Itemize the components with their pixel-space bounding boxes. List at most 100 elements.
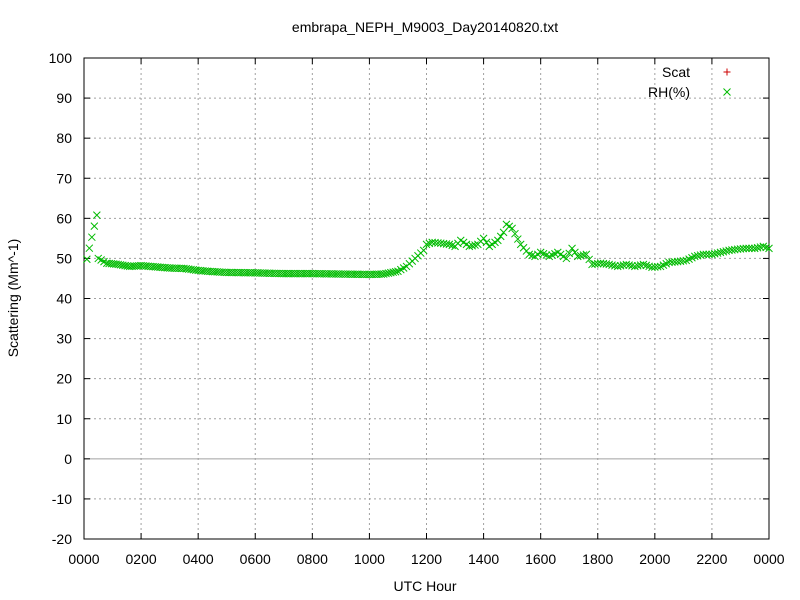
chart-title: embrapa_NEPH_M9003_Day20140820.txt <box>292 19 558 35</box>
data-point <box>559 252 568 261</box>
data-point <box>713 249 722 257</box>
data-point <box>499 228 508 237</box>
data-point <box>591 260 599 268</box>
data-point <box>386 268 395 277</box>
data-point <box>708 250 716 259</box>
data-point <box>513 235 522 243</box>
data-point <box>745 244 753 253</box>
x-tick-label: 2000 <box>639 551 670 567</box>
data-point <box>736 245 745 253</box>
y-tick-label: 50 <box>56 250 72 266</box>
data-point <box>573 252 582 261</box>
data-point <box>83 255 91 264</box>
x-tick-label: 1400 <box>468 551 499 567</box>
data-point <box>625 261 633 269</box>
data-point <box>175 264 183 273</box>
data-point <box>482 238 491 247</box>
data-point <box>633 261 642 270</box>
y-axis-label: Scattering (Mm^-1) <box>5 239 21 358</box>
x-tick-label: 1800 <box>582 551 613 567</box>
data-point <box>442 240 451 248</box>
data-point <box>382 269 390 278</box>
data-point <box>762 243 770 252</box>
data-point <box>511 229 519 238</box>
y-tick-label: -20 <box>52 531 72 547</box>
data-point <box>399 264 408 272</box>
data-point <box>622 260 631 269</box>
data-point <box>146 262 155 271</box>
data-point <box>389 268 398 277</box>
data-point <box>653 262 662 271</box>
data-point <box>121 261 129 270</box>
y-tick-label: 40 <box>56 291 72 307</box>
data-point <box>582 250 591 259</box>
legend-marker-rh-glyph <box>723 88 731 96</box>
data-point <box>599 259 608 268</box>
data-point <box>448 241 457 250</box>
data-point <box>619 261 628 269</box>
data-point <box>611 261 619 270</box>
data-point <box>491 238 499 247</box>
data-point <box>719 247 728 256</box>
data-point <box>585 255 594 264</box>
x-tick-label: 1200 <box>411 551 442 567</box>
data-point <box>639 260 648 269</box>
data-point <box>710 249 719 258</box>
data-point <box>688 253 696 262</box>
y-tick-label: 0 <box>64 451 72 467</box>
data-point <box>100 257 108 266</box>
data-point <box>375 270 383 279</box>
data-point <box>568 244 576 253</box>
legend-marker-scat <box>723 68 731 76</box>
y-tick-label: -10 <box>52 491 72 507</box>
axis-ticks: -20 -10 0 10 20 30 40 50 60 70 80 90 100 0000 0200 0400… <box>49 50 785 567</box>
data-point <box>422 240 431 249</box>
data-point <box>109 260 118 268</box>
data-point <box>360 270 369 279</box>
data-point <box>676 257 685 266</box>
data-point <box>650 263 659 271</box>
data-point <box>693 251 702 260</box>
data-point <box>753 243 762 252</box>
data-point <box>132 262 141 270</box>
x-tick-label: 0200 <box>126 551 157 567</box>
data-point <box>579 251 588 259</box>
y-tick-label: 80 <box>56 130 72 146</box>
data-point <box>87 233 96 242</box>
data-point <box>161 263 169 272</box>
data-point <box>668 258 676 267</box>
data-point <box>699 250 708 259</box>
data-point <box>92 211 101 219</box>
data-point <box>750 244 759 253</box>
legend-label-scat: Scat <box>662 64 690 80</box>
data-point <box>756 243 765 251</box>
legend: Scat RH(%) <box>648 64 731 100</box>
x-tick-label: 1000 <box>354 551 385 567</box>
data-point <box>739 244 748 253</box>
data-point <box>576 251 585 260</box>
y-tick-label: 60 <box>56 210 72 226</box>
data-point <box>505 222 514 231</box>
data-point <box>416 249 425 257</box>
x-tick-label: 1600 <box>525 551 556 567</box>
data-point <box>571 248 579 257</box>
data-point <box>522 247 531 255</box>
y-tick-label: 20 <box>56 371 72 387</box>
y-tick-label: 30 <box>56 331 72 347</box>
data-point <box>608 261 616 269</box>
data-point <box>468 241 477 250</box>
data-point <box>275 269 283 278</box>
data-point <box>303 269 312 278</box>
data-point <box>431 238 439 247</box>
data-point <box>439 239 448 248</box>
data-point <box>189 265 198 274</box>
data-point <box>246 268 255 277</box>
data-point <box>542 251 551 259</box>
x-axis-label: UTC Hour <box>393 578 456 594</box>
data-point <box>636 261 645 269</box>
data-point <box>702 250 711 259</box>
x-tick-label: 0000 <box>68 551 99 567</box>
data-point <box>765 244 773 253</box>
